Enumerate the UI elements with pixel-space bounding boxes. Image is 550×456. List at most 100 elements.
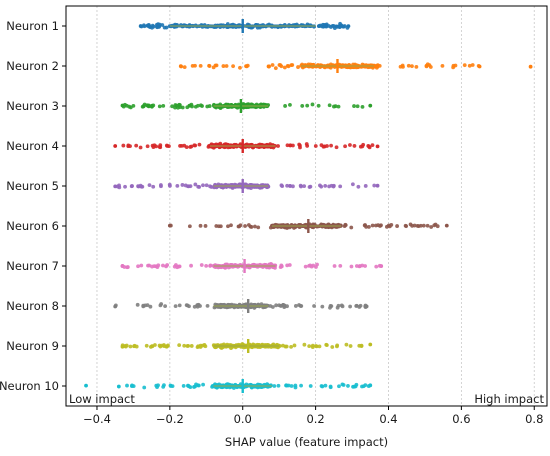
data-point: [173, 304, 178, 309]
data-point: [157, 104, 162, 109]
data-point: [205, 104, 210, 109]
data-point: [308, 184, 313, 189]
data-point: [198, 345, 203, 349]
low-impact-note: Low impact: [69, 392, 135, 406]
data-point: [214, 63, 219, 68]
y-tick-label: Neuron 6: [6, 219, 59, 233]
data-point: [320, 304, 325, 309]
data-point: [205, 303, 210, 308]
data-point: [462, 63, 467, 68]
data-point: [376, 223, 381, 228]
data-point: [290, 63, 295, 67]
data-point: [267, 64, 271, 69]
data-point: [238, 223, 243, 228]
data-point: [129, 384, 134, 389]
data-point: [182, 65, 187, 69]
data-point: [226, 224, 230, 229]
data-point: [157, 144, 162, 149]
data-point: [159, 302, 164, 306]
data-point: [141, 303, 146, 308]
data-point: [152, 264, 157, 269]
data-point: [343, 144, 347, 149]
data-point: [361, 142, 366, 147]
data-point: [142, 385, 147, 390]
data-point: [238, 65, 242, 70]
data-point: [367, 144, 371, 149]
data-point: [123, 344, 128, 349]
data-point: [125, 383, 129, 388]
data-point: [374, 264, 379, 269]
data-point: [243, 224, 247, 228]
data-point: [375, 144, 380, 149]
data-point: [528, 64, 533, 69]
y-tick-label: Neuron 4: [6, 139, 59, 153]
data-point: [348, 143, 352, 147]
y-tick-label: Neuron 5: [6, 179, 59, 193]
data-point: [368, 342, 373, 347]
data-point: [165, 144, 170, 148]
data-point: [467, 63, 472, 68]
data-point: [178, 144, 182, 148]
data-point: [389, 222, 394, 227]
data-point: [161, 104, 166, 108]
data-point: [162, 25, 167, 30]
data-point: [343, 222, 348, 227]
x-tick-label: −0.2: [156, 412, 184, 426]
data-point: [329, 143, 333, 148]
data-point: [167, 182, 172, 187]
data-point: [291, 184, 295, 189]
data-point: [368, 383, 373, 388]
data-point: [138, 24, 143, 28]
data-point: [323, 383, 328, 388]
data-point: [299, 383, 303, 388]
data-point: [348, 304, 353, 309]
data-point: [203, 224, 208, 228]
y-tick-label: Neuron 1: [6, 19, 59, 33]
data-point: [324, 342, 329, 347]
data-point: [204, 183, 209, 188]
data-point: [312, 304, 316, 308]
data-point: [412, 223, 417, 228]
data-point: [198, 223, 203, 228]
data-point: [308, 384, 313, 388]
data-point: [274, 303, 278, 308]
data-point: [293, 304, 298, 308]
x-tick-label: 0.6: [452, 412, 470, 426]
data-point: [335, 343, 340, 348]
data-point: [319, 143, 324, 148]
data-point: [279, 263, 284, 268]
data-point: [203, 344, 208, 349]
y-tick-label: Neuron 3: [6, 99, 59, 113]
data-point: [199, 263, 204, 267]
x-tick-label: −0.4: [83, 412, 111, 426]
data-point: [285, 183, 290, 188]
data-point: [185, 344, 190, 348]
data-point: [363, 184, 368, 188]
data-point: [298, 304, 303, 308]
data-point: [145, 144, 150, 149]
x-tick-label: 0.4: [379, 412, 397, 426]
data-point: [125, 265, 130, 270]
data-point: [470, 63, 475, 67]
data-point: [256, 225, 261, 230]
data-point: [451, 65, 456, 70]
data-point: [195, 345, 200, 349]
data-point: [198, 103, 203, 108]
data-point: [288, 184, 293, 188]
data-point: [303, 264, 308, 269]
data-point: [429, 225, 434, 229]
data-points: [84, 21, 533, 390]
data-point: [126, 144, 131, 149]
data-point: [123, 184, 127, 189]
data-point: [305, 103, 310, 108]
data-point: [375, 63, 379, 68]
data-point: [184, 303, 189, 308]
data-point: [364, 304, 369, 309]
data-point: [198, 63, 203, 68]
data-point: [187, 224, 192, 229]
data-point: [287, 263, 292, 267]
data-point: [406, 63, 411, 68]
data-point: [425, 223, 430, 228]
data-point: [113, 304, 118, 309]
